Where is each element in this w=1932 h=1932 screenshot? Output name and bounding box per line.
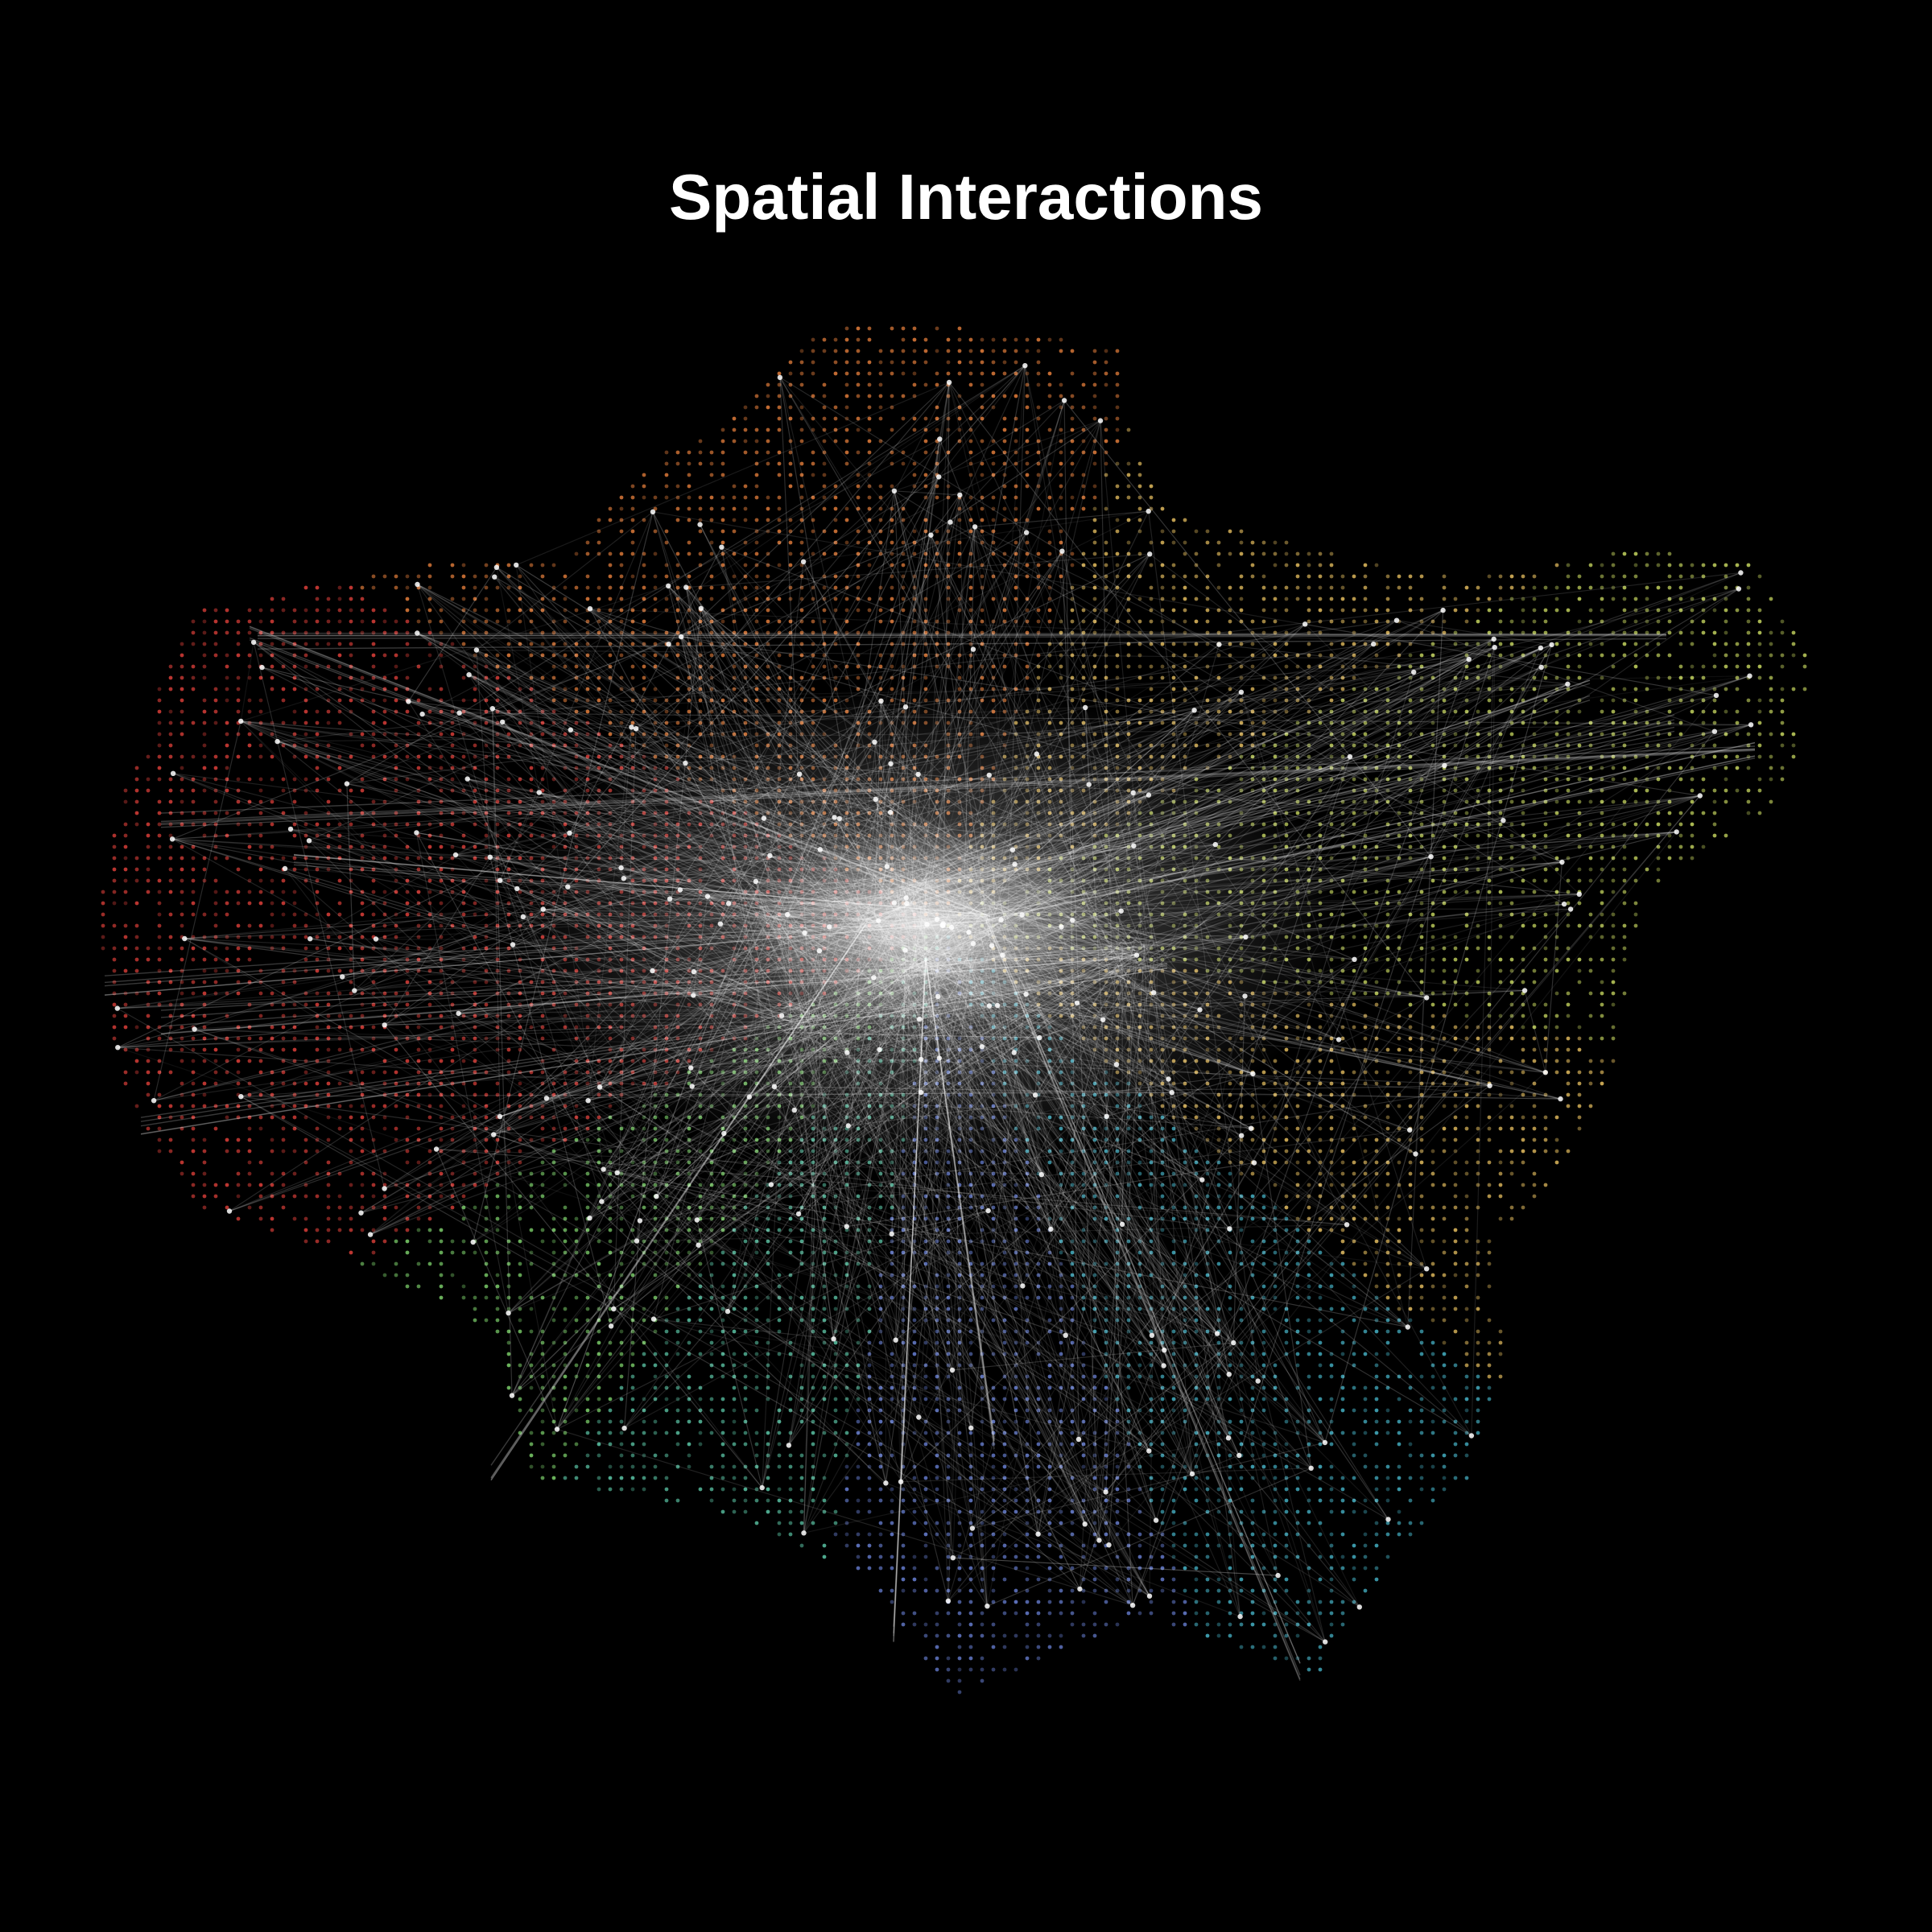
page-title: Spatial Interactions — [669, 161, 1263, 233]
central-glow — [507, 684, 1344, 1167]
